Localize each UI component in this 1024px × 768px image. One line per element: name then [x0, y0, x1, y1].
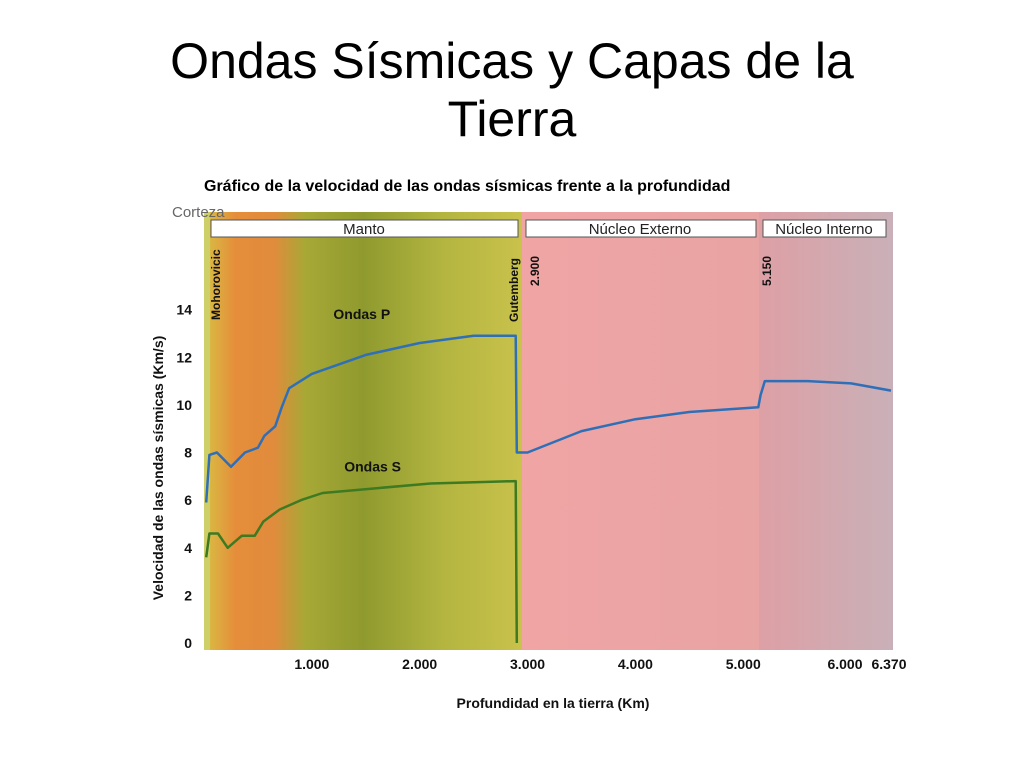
y-tick-label: 4 — [184, 540, 192, 556]
x-axis-label: Profundidad en la tierra (Km) — [457, 695, 650, 711]
boundary-label-gutemberg: Gutemberg — [507, 258, 521, 322]
layer-label-nucleo-externo: Núcleo Externo — [589, 221, 692, 238]
chart-title: Gráfico de la velocidad de las ondas sís… — [204, 178, 730, 195]
layer-label-manto: Manto — [343, 221, 385, 238]
layer-box-manto — [210, 219, 519, 238]
mantle-band — [204, 212, 522, 650]
slide-title-line2: Tierra — [447, 91, 577, 147]
x-tick-label: 6.370 — [871, 656, 906, 672]
layer-label-nucleo-interno: Núcleo Interno — [775, 221, 873, 238]
y-tick-label: 14 — [176, 302, 192, 318]
y-axis-label: Velocidad de las ondas sísmicas (Km/s) — [150, 336, 166, 601]
y-tick-label: 2 — [184, 587, 192, 603]
boundary-label-5150: 5.150 — [760, 256, 774, 286]
series-line-ondas-p — [204, 334, 892, 503]
crust-band — [204, 212, 210, 650]
x-tick-label: 4.000 — [618, 656, 653, 672]
boundary-label-mohorovicic: Mohorovicic — [209, 249, 223, 320]
series-label-ondas-p: Ondas P — [333, 306, 390, 322]
y-tick-label: 10 — [176, 397, 192, 413]
slide-title: Ondas Sísmicas y Capas de la Tierra — [0, 32, 1024, 148]
slide-title-line1: Ondas Sísmicas y Capas de la — [170, 33, 854, 89]
series-line-ondas-s — [204, 479, 519, 644]
y-tick-label: 6 — [184, 492, 192, 508]
outer-core-band — [522, 212, 759, 650]
x-tick-label: 2.000 — [402, 656, 437, 672]
series-label-ondas-s: Ondas S — [344, 459, 401, 475]
y-tick-label: 8 — [184, 445, 192, 461]
inner-core-band — [759, 212, 893, 650]
boundary-label-2900: 2.900 — [528, 256, 542, 286]
layer-box-nucleo-interno — [762, 219, 887, 238]
layer-box-nucleo-externo — [525, 219, 757, 238]
x-tick-label: 6.000 — [827, 656, 862, 672]
y-tick-label: 12 — [176, 349, 192, 365]
x-tick-label: 5.000 — [726, 656, 761, 672]
x-tick-label: 3.000 — [510, 656, 545, 672]
y-tick-label: 0 — [184, 635, 192, 651]
x-tick-label: 1.000 — [294, 656, 329, 672]
layer-label-corteza: Corteza — [172, 204, 225, 221]
